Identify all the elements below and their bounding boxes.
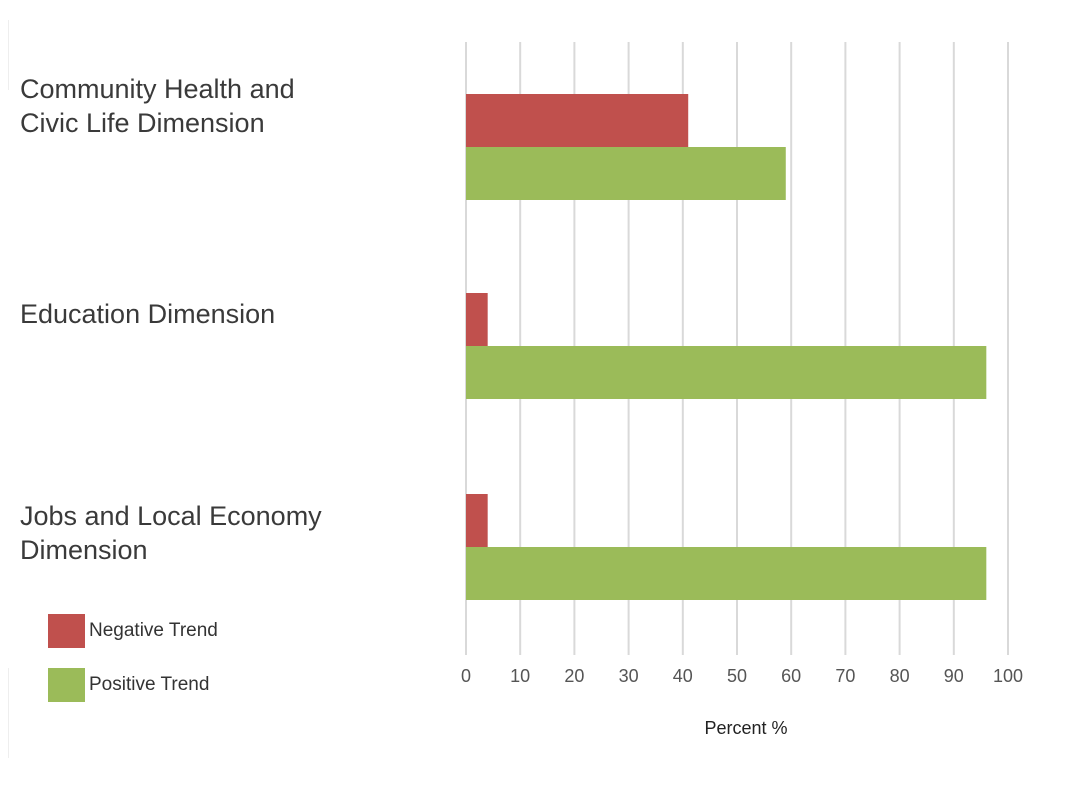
x-tick-label: 20 <box>564 666 584 686</box>
category-label-line: Jobs and Local Economy <box>20 501 322 531</box>
category-label-line: Civic Life Dimension <box>20 108 265 138</box>
bars <box>466 94 987 600</box>
legend-label-negative: Negative Trend <box>89 620 218 641</box>
x-tick-label: 60 <box>781 666 801 686</box>
x-tick-label: 100 <box>993 666 1023 686</box>
bar-negative-0 <box>466 94 689 147</box>
bar-positive-2 <box>466 547 987 600</box>
category-label-education: Education Dimension <box>20 297 275 331</box>
x-tick-label: 10 <box>510 666 530 686</box>
x-tick-label: 90 <box>944 666 964 686</box>
x-axis-label: Percent % <box>704 718 788 738</box>
x-tick-label: 70 <box>835 666 855 686</box>
bar-negative-1 <box>466 293 488 346</box>
legend-label-positive: Positive Trend <box>89 674 210 695</box>
category-label-jobs-economy: Jobs and Local Economy Dimension <box>20 499 322 567</box>
legend-item-positive-trend: Positive Trend <box>48 668 209 702</box>
category-label-line: Education Dimension <box>20 299 276 329</box>
category-label-community-health: Community Health and Civic Life Dimensio… <box>20 72 295 140</box>
x-tick-label: 50 <box>727 666 747 686</box>
legend-swatch-negative <box>48 614 85 648</box>
x-tick-label: 80 <box>890 666 910 686</box>
x-tick-label: 30 <box>619 666 639 686</box>
bar-negative-2 <box>466 494 488 547</box>
bar-positive-0 <box>466 147 786 200</box>
bar-positive-1 <box>466 346 987 399</box>
legend-item-negative-trend: Negative Trend <box>48 614 218 648</box>
x-tick-labels: 0 10 20 30 40 50 60 70 80 90 100 <box>461 666 1023 686</box>
left-edge-line <box>8 20 9 90</box>
left-edge-line-lower <box>8 668 9 758</box>
x-tick-label: 40 <box>673 666 693 686</box>
legend-swatch-positive <box>48 668 85 702</box>
category-label-line: Dimension <box>20 535 148 565</box>
x-tick-label: 0 <box>461 666 471 686</box>
category-label-line: Community Health and <box>20 74 295 104</box>
